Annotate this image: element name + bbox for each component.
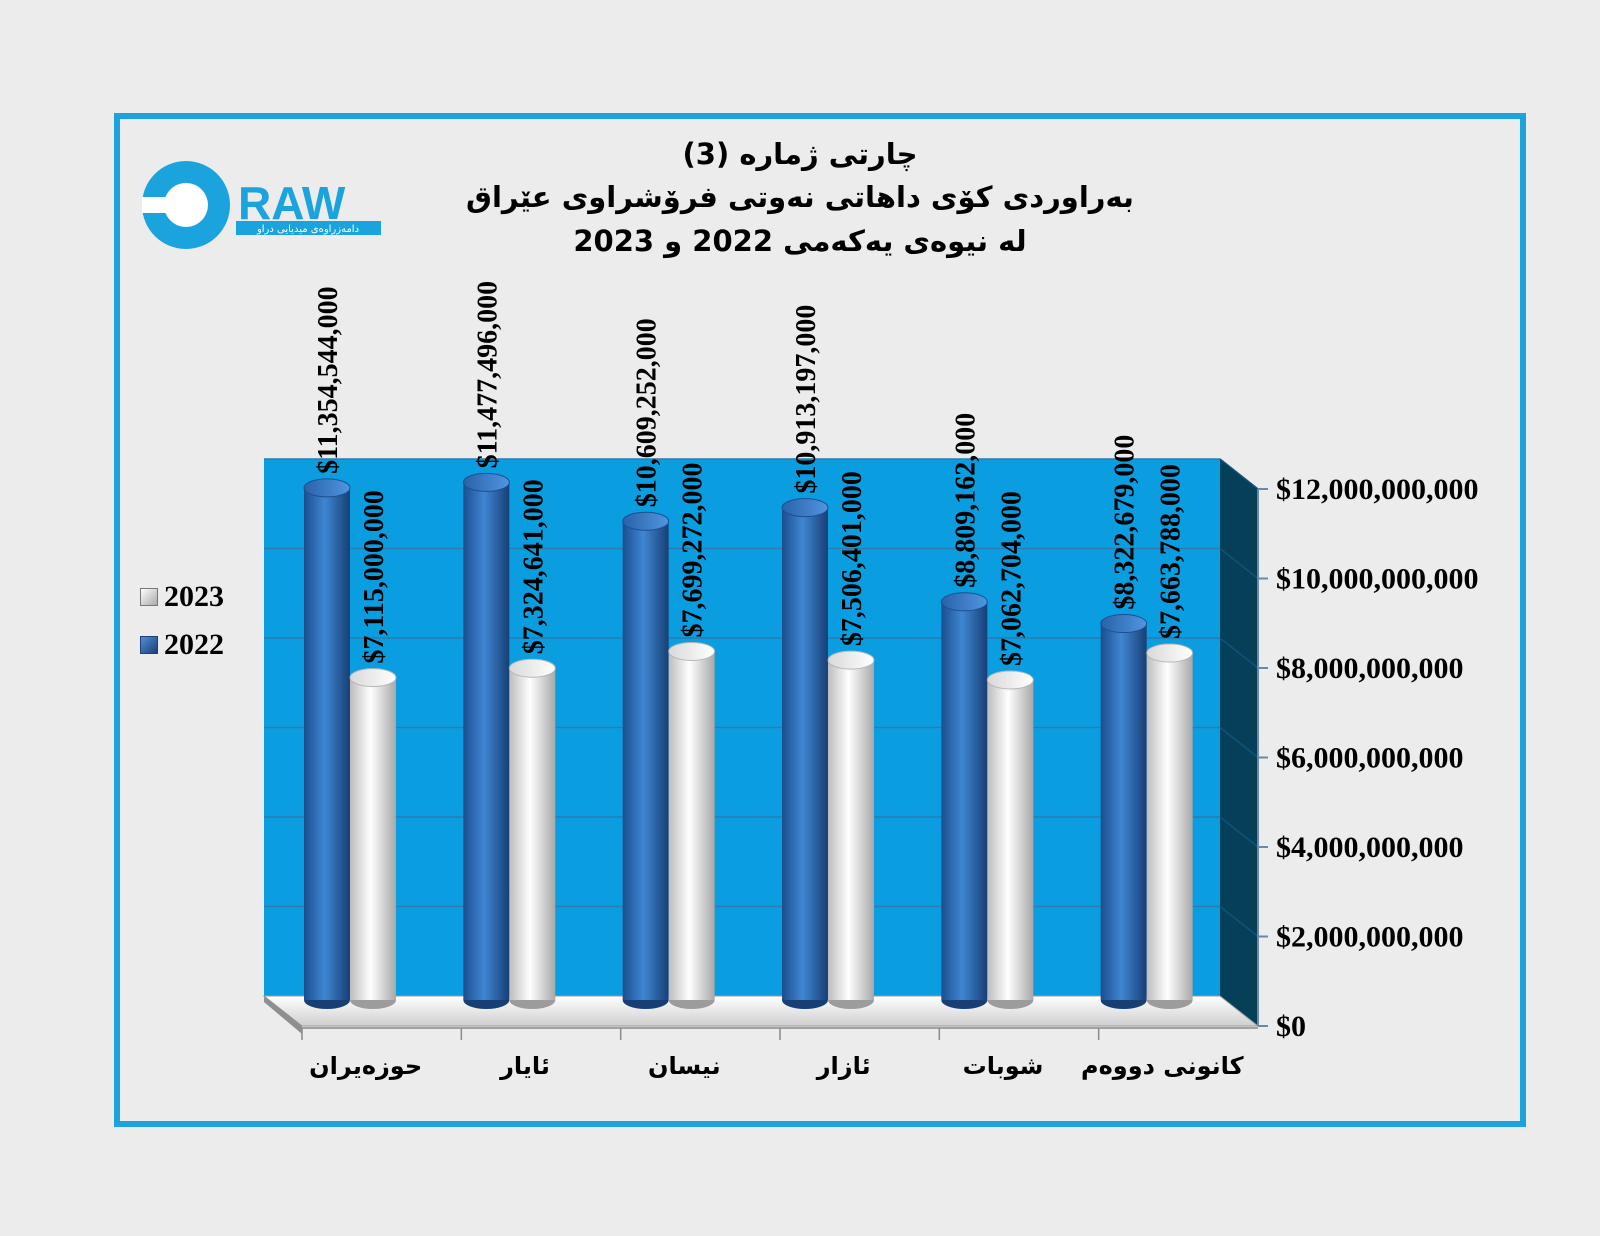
data-label-2022: $11,477,496,000 [472,281,503,468]
bar-2023 [509,668,556,1000]
bar-2023 [668,651,715,1000]
x-tick-label: ئایار [499,1052,550,1080]
gridline-side [1219,905,1259,938]
data-label-2022: $8,322,679,000 [1110,435,1141,610]
y-tick-label: $4,000,000,000 [1276,831,1464,864]
bar-2023 [827,660,874,1000]
gridline-side [1219,816,1259,848]
legend-label-2023: 2023 [164,580,224,613]
legend-item-2022: 2022 [140,628,224,662]
bar-2022 [303,487,350,1000]
logo-text: RAW [238,177,346,229]
bar-2023 [987,679,1034,1000]
gridline-side [1219,458,1259,490]
bar-2023-cap [827,650,875,670]
bar-2023-cap [986,670,1034,690]
bar-2023-cap [349,668,397,688]
bar-2022 [941,601,988,1000]
bar-2022-cap [462,472,510,492]
bar-2023-cap [668,641,716,661]
bar-2022 [781,507,828,1000]
bar-2022 [463,482,510,1000]
data-label-2023: $7,506,401,000 [837,471,868,646]
plot-floor-edge [264,996,302,1034]
y-tick-label: $12,000,000,000 [1276,473,1479,506]
data-label-2023: $7,062,704,000 [996,491,1027,666]
data-label-2023: $7,699,272,000 [678,462,709,637]
bar-2022-cap [303,478,351,498]
x-tick-label: نیسان [648,1052,721,1080]
bar-2023-cap [1146,643,1194,663]
chart-title-line-1: چارتی ژمارە (3) [682,137,918,171]
gridline-side [1219,637,1259,669]
logo-subtitle: دامەزراوەی میدیایی دراو [256,224,359,235]
chart-title-line-2: بەراوردی کۆی داهاتی نەوتی فرۆشراوی عێراق [466,180,1134,214]
data-label-2022: $11,354,544,000 [313,286,344,473]
legend-swatch-2022 [140,636,158,654]
x-tick-label: ئازار [816,1052,871,1080]
bar-2023 [349,677,396,1000]
data-label-2023: $7,324,641,000 [518,479,549,654]
data-label-2022: $10,913,197,000 [791,305,822,494]
data-label-2023: $7,663,788,000 [1156,464,1187,639]
bar-2023-cap [508,658,556,678]
bar-2022-cap [940,592,988,612]
y-tick-label: $2,000,000,000 [1276,921,1464,954]
bar-2022-cap [781,498,829,518]
data-label-2022: $8,809,162,000 [950,413,981,588]
gridline-side [1219,547,1259,580]
bar-2022-cap [622,511,670,531]
legend-swatch-2023 [140,588,158,606]
y-tick-label: $6,000,000,000 [1276,742,1464,775]
x-tick-label: کانونی دووەم [1081,1052,1244,1080]
legend-label-2022: 2022 [164,628,224,661]
y-tick-label: $8,000,000,000 [1276,652,1464,685]
draw-logo: RAW دامەزراوەی میدیایی دراو [142,161,381,249]
bar-2022 [622,521,669,1000]
chart-title-line-3: لە نیوەی یەکەمی 2022 و 2023 [573,224,1027,258]
bar-2023 [1146,653,1193,1000]
y-tick-label: $0 [1276,1010,1306,1043]
legend-item-2023: 2023 [140,580,224,614]
y-tick-label: $10,000,000,000 [1276,563,1479,596]
bar-2022 [1100,623,1147,1000]
data-label-2023: $7,115,000,000 [359,490,390,663]
x-tick-label: حوزەیران [309,1052,422,1080]
bar-2022-cap [1100,614,1148,634]
data-label-2022: $10,609,252,000 [632,318,663,507]
gridline-side [1219,726,1259,759]
x-tick-label: شوبات [963,1052,1044,1080]
